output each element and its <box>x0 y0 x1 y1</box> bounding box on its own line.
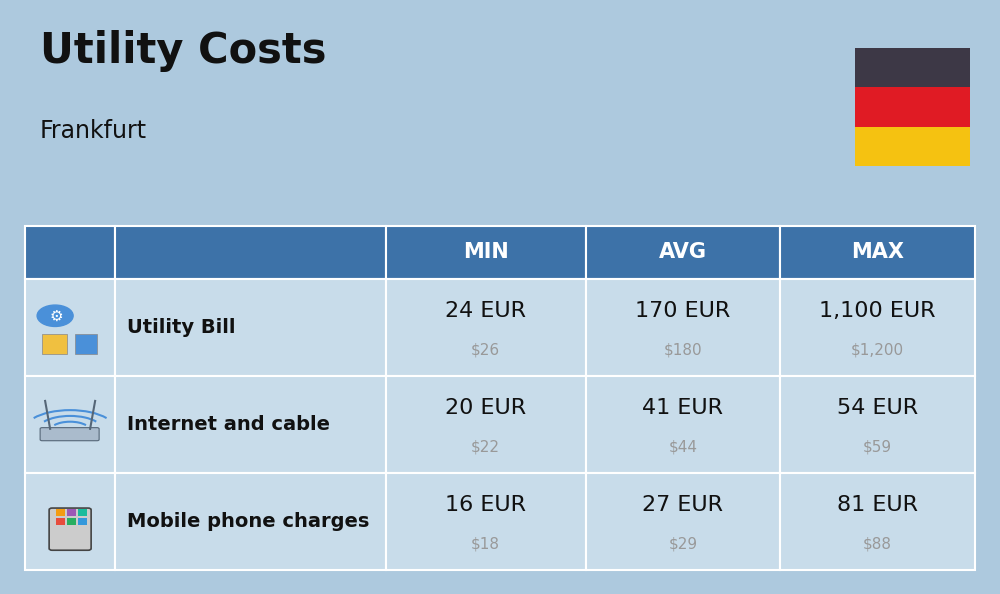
Text: Frankfurt: Frankfurt <box>40 119 147 143</box>
Bar <box>25 226 115 279</box>
Text: $44: $44 <box>668 440 697 455</box>
Text: $22: $22 <box>471 440 500 455</box>
Bar <box>25 279 115 376</box>
Text: $18: $18 <box>471 537 500 552</box>
Bar <box>67 517 76 525</box>
Bar <box>25 473 115 570</box>
FancyBboxPatch shape <box>40 428 99 441</box>
Text: 170 EUR: 170 EUR <box>635 301 730 321</box>
Bar <box>855 87 970 127</box>
Text: $180: $180 <box>664 343 702 358</box>
Text: Utility Costs: Utility Costs <box>40 30 326 72</box>
Text: 54 EUR: 54 EUR <box>837 398 918 418</box>
Bar <box>780 226 975 279</box>
Bar <box>586 226 780 279</box>
Text: $26: $26 <box>471 343 500 358</box>
Text: AVG: AVG <box>659 242 707 263</box>
Bar <box>78 517 87 525</box>
Text: 20 EUR: 20 EUR <box>445 398 526 418</box>
FancyBboxPatch shape <box>49 508 91 550</box>
Bar <box>78 508 87 516</box>
Text: $88: $88 <box>863 537 892 552</box>
Circle shape <box>37 305 73 327</box>
Text: Utility Bill: Utility Bill <box>127 318 236 337</box>
Bar <box>25 376 115 473</box>
Text: 81 EUR: 81 EUR <box>837 495 918 515</box>
Bar <box>855 48 970 87</box>
Text: Internet and cable: Internet and cable <box>127 415 330 434</box>
Bar <box>56 517 65 525</box>
Text: ⚙: ⚙ <box>49 308 63 323</box>
Bar <box>115 226 386 279</box>
Text: MIN: MIN <box>463 242 509 263</box>
Bar <box>42 334 67 355</box>
Text: $29: $29 <box>668 537 697 552</box>
Text: Mobile phone charges: Mobile phone charges <box>127 512 370 531</box>
Text: 27 EUR: 27 EUR <box>642 495 723 515</box>
Text: 16 EUR: 16 EUR <box>445 495 526 515</box>
Bar <box>855 127 970 166</box>
Text: 1,100 EUR: 1,100 EUR <box>819 301 936 321</box>
Bar <box>67 508 76 516</box>
Bar <box>56 508 65 516</box>
Text: $59: $59 <box>863 440 892 455</box>
Bar <box>386 226 586 279</box>
Text: 41 EUR: 41 EUR <box>642 398 723 418</box>
Text: $1,200: $1,200 <box>851 343 904 358</box>
Text: MAX: MAX <box>851 242 904 263</box>
Bar <box>75 334 97 355</box>
Text: 24 EUR: 24 EUR <box>445 301 526 321</box>
